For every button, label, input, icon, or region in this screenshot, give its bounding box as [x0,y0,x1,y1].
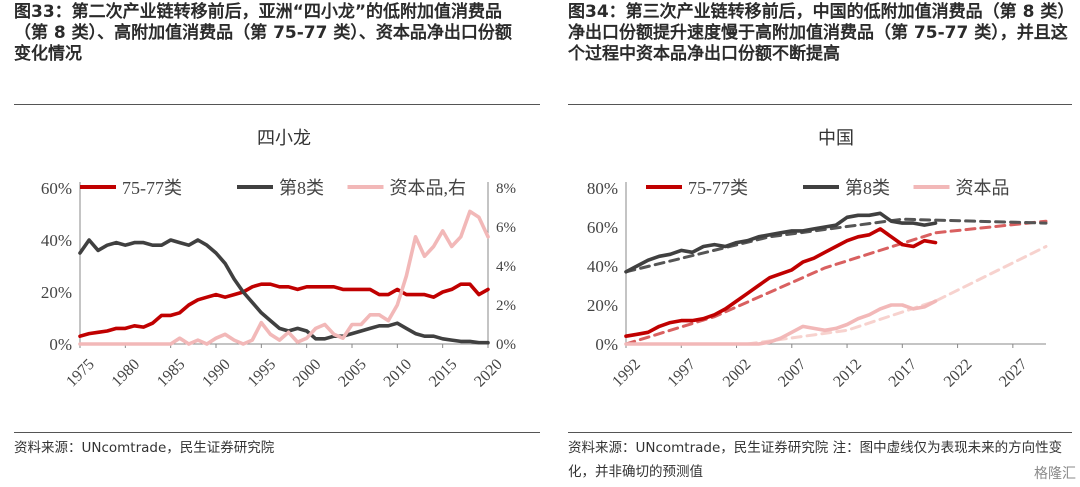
y-tick-label: 0% [595,335,618,354]
legend-label: 75-77类 [688,178,748,198]
y2-tick-label: 8% [496,181,516,197]
figure-33-bottom-rule [14,432,540,433]
legend-label: 资本品 [956,178,1010,198]
trend-line [624,217,1048,274]
x-tick-label: 1980 [109,356,144,391]
legend-label: 资本品,右 [390,178,467,198]
x-tick-label: 1975 [63,356,98,391]
series-line [624,211,938,274]
x-tick-label: 2017 [886,356,921,391]
x-tick-label: 2000 [290,356,325,391]
trend-line [746,245,1048,346]
x-tick-label: 1990 [199,356,234,391]
y-tick-label: 60% [587,218,618,237]
y2-tick-label: 2% [496,298,516,314]
figure-33-panel: 图33：第二次产业链转移前后，亚洲“四小龙”的低附加值消费品（第 8 类）、高附… [14,2,540,456]
y-tick-label: 80% [587,179,618,198]
y-tick-label: 40% [41,231,72,250]
x-tick-label: 2010 [381,356,416,391]
y2-tick-label: 6% [496,220,516,236]
figure-34-title: 图34：第三次产业链转移前后，中国的低附加值消费品（第 8 类）净出口份额提升速… [568,2,1068,64]
y-tick-label: 40% [587,257,618,276]
figure-34-source: 资料来源：UNcomtrade，民生证券研究院 注：图中虚线仅为表现未来的方向性… [568,440,1063,480]
x-tick-label: 1995 [245,356,280,391]
x-tick-label: 2007 [775,356,810,391]
x-tick-label: 2020 [471,356,506,391]
watermark-logo: 格隆汇 [1034,466,1076,482]
figure-33-title: 图33：第二次产业链转移前后，亚洲“四小龙”的低附加值消费品（第 8 类）、高附… [14,2,512,64]
figure-34-panel: 图34：第三次产业链转移前后，中国的低附加值消费品（第 8 类）净出口份额提升速… [560,0,1080,487]
series-line [78,282,490,338]
x-tick-label: 1992 [609,356,644,391]
chart-title: 中国 [818,128,854,149]
y2-tick-label: 4% [496,259,516,275]
trend-line [624,219,1048,346]
x-tick-label: 1985 [154,356,189,391]
figure-34-bottom-rule [568,432,1072,433]
y-tick-label: 20% [41,283,72,302]
y-tick-label: 60% [41,179,72,198]
y-tick-label: 0% [49,335,72,354]
chart-china: 中国 0% 20% 40% 60% 80% 1992 1997 2002 2007 2012 2017… [587,128,1048,391]
x-tick-label: 2027 [996,356,1031,391]
figure-33-source: 资料来源：UNcomtrade，民生证券研究院 [14,440,275,456]
y-tick-label: 20% [587,296,618,315]
legend-label: 第8类 [845,178,890,198]
x-tick-label: 2005 [335,356,370,391]
x-tick-label: 1997 [664,356,699,391]
x-tick-label: 2022 [941,356,976,391]
figure-33-top-rule [14,104,540,105]
series-line [624,227,938,338]
legend-label: 第8类 [279,178,324,198]
y2-tick-label: 0% [496,337,516,353]
x-tick-label: 2012 [830,356,865,391]
x-tick-label: 2015 [426,356,461,391]
chart-title: 四小龙 [257,128,311,149]
legend-label: 75-77类 [122,178,182,198]
series-line [78,209,490,346]
figure-34-top-rule [568,104,1072,105]
x-tick-label: 2002 [720,356,755,391]
chart-four-tigers: 四小龙 0% 20% 40% 60% 0% 2% 4% 6% 8% 1975 1980 1985 1990… [41,128,516,391]
series-line [78,238,490,345]
series-line [624,299,938,346]
